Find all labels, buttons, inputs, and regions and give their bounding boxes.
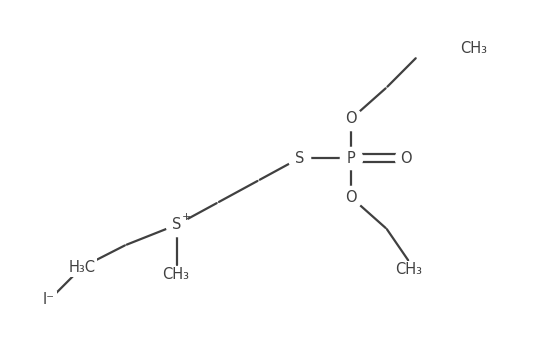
Text: P: P [347, 151, 356, 166]
Text: CH₃: CH₃ [460, 41, 487, 56]
Text: H₃C: H₃C [68, 260, 95, 275]
Text: +: + [182, 212, 191, 222]
Text: O: O [345, 190, 357, 205]
Text: CH₃: CH₃ [395, 262, 422, 277]
Text: I⁻: I⁻ [43, 292, 55, 307]
Text: O: O [345, 111, 357, 126]
Text: O: O [400, 151, 411, 166]
Text: S: S [172, 217, 182, 232]
Text: CH₃: CH₃ [162, 268, 189, 282]
Text: S: S [295, 151, 304, 166]
